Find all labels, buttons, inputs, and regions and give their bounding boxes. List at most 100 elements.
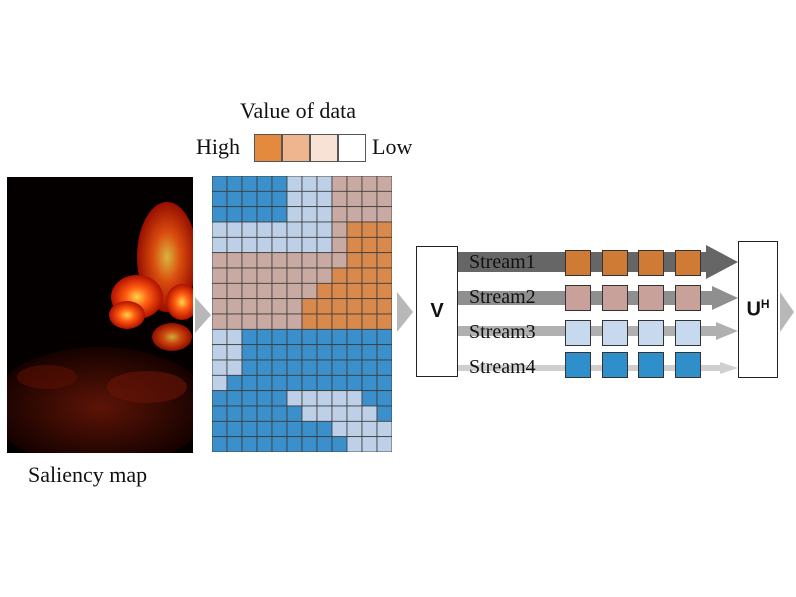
grid-cell	[256, 328, 273, 346]
grid-cell	[286, 420, 303, 438]
grid-cell	[301, 236, 318, 254]
grid-cell	[211, 252, 228, 269]
grid-cell	[271, 405, 288, 422]
grid-cell	[226, 175, 243, 192]
grid-cell	[331, 267, 348, 284]
grid-cell	[286, 374, 303, 392]
grid-cell	[301, 175, 318, 192]
stream-label: Stream2	[469, 286, 536, 308]
stream-patch	[675, 285, 701, 311]
grid-cell	[226, 190, 243, 208]
grid-cell	[361, 359, 378, 376]
grid-cell	[331, 221, 348, 238]
grid-cell	[241, 344, 258, 361]
grid-cell	[271, 190, 288, 208]
grid-cell	[361, 420, 378, 438]
grid-cell	[211, 405, 228, 422]
grid-cell	[331, 190, 348, 208]
grid-cell	[346, 344, 363, 361]
grid-cell	[226, 436, 243, 453]
grid-cell	[226, 298, 243, 315]
stream-patch	[565, 352, 591, 378]
grid-cell	[226, 344, 243, 361]
grid-cell	[376, 344, 393, 361]
grid-cell	[316, 267, 333, 284]
grid-cell	[241, 267, 258, 284]
grid-cell	[211, 206, 228, 223]
grid-cell	[331, 236, 348, 254]
grid-cell	[301, 374, 318, 392]
grid-cell	[211, 328, 228, 346]
grid-cell	[286, 206, 303, 223]
grid-cell	[226, 282, 243, 300]
grid-cell	[271, 374, 288, 392]
grid-cell	[256, 313, 273, 330]
grid-cell	[376, 252, 393, 269]
grid-cell	[361, 313, 378, 330]
uh-matrix-box: UH	[738, 241, 778, 378]
grid-cell	[226, 236, 243, 254]
grid-cell	[301, 359, 318, 376]
uh-label: UH	[746, 297, 770, 321]
grid-cell	[211, 175, 228, 192]
grid-cell	[226, 252, 243, 269]
grid-cell	[271, 282, 288, 300]
grid-cell	[241, 282, 258, 300]
stream-patch	[675, 352, 701, 378]
grid-cell	[256, 252, 273, 269]
grid-cell	[226, 313, 243, 330]
grid-cell	[346, 252, 363, 269]
grid-cell	[256, 236, 273, 254]
grid-cell	[331, 420, 348, 438]
grid-cell	[226, 420, 243, 438]
grid-cell	[346, 175, 363, 192]
saliency-map-caption: Saliency map	[28, 462, 148, 487]
grid-cell	[286, 175, 303, 192]
grid-cell	[241, 420, 258, 438]
legend-high-label: High	[196, 134, 240, 159]
grid-cell	[271, 436, 288, 453]
grid-cell	[346, 436, 363, 453]
grid-cell	[376, 175, 393, 192]
grid-cell	[211, 298, 228, 315]
grid-cell	[316, 175, 333, 192]
grid-cell	[361, 221, 378, 238]
grid-cell	[256, 390, 273, 407]
grid-cell	[316, 313, 333, 330]
grid-cell	[301, 420, 318, 438]
stream-label: Stream1	[469, 251, 536, 273]
grid-cell	[361, 267, 378, 284]
grid-cell	[286, 405, 303, 422]
grid-cell	[376, 374, 393, 392]
grid-cell	[286, 328, 303, 346]
stream-patch	[638, 250, 664, 276]
grid-cell	[226, 390, 243, 407]
grid-cell	[316, 328, 333, 346]
grid-cell	[376, 267, 393, 284]
grid-cell	[316, 390, 333, 407]
grid-cell	[226, 405, 243, 422]
grid-cell	[331, 206, 348, 223]
grid-cell	[361, 328, 378, 346]
grid-cell	[271, 359, 288, 376]
stream-patch	[638, 285, 664, 311]
grid-cell	[346, 359, 363, 376]
grid-cell	[211, 221, 228, 238]
grid-cell	[346, 405, 363, 422]
grid-cell	[211, 390, 228, 407]
v-matrix-box: V	[416, 246, 458, 377]
grid-cell	[346, 282, 363, 300]
grid-cell	[376, 390, 393, 407]
grid-cell	[271, 298, 288, 315]
grid-cell	[271, 206, 288, 223]
grid-cell	[376, 221, 393, 238]
stream-arrows	[458, 245, 738, 374]
grid-cell	[271, 252, 288, 269]
grid-cell	[226, 206, 243, 223]
grid-cell	[361, 282, 378, 300]
legend-swatch	[338, 134, 366, 162]
grid-cell	[361, 175, 378, 192]
grid-cell	[331, 436, 348, 453]
grid-cell	[361, 344, 378, 361]
grid-cell	[301, 405, 318, 422]
